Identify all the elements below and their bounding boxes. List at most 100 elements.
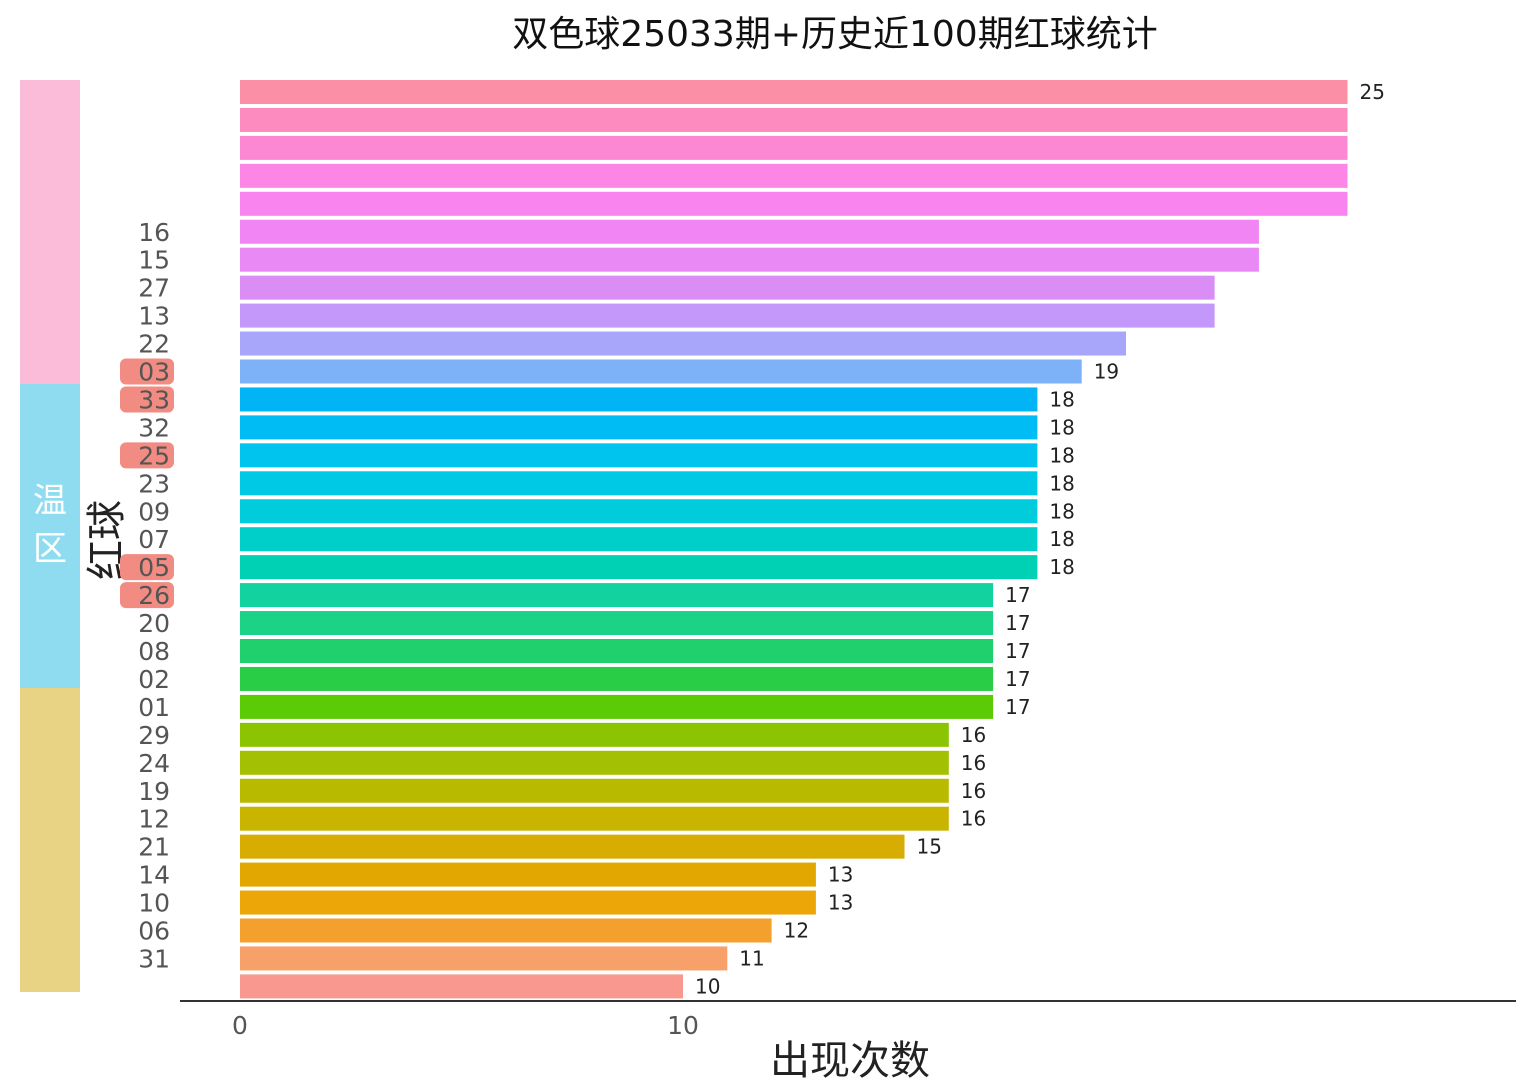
bar: [240, 946, 728, 971]
x-tick-label: 10: [667, 1011, 699, 1040]
bar: [240, 499, 1038, 524]
bar: [240, 107, 1348, 132]
bar: [240, 555, 1038, 580]
bar: [240, 80, 1348, 104]
bar: [240, 890, 816, 915]
data-label: 18: [1049, 471, 1074, 495]
y-tick-label: 03: [138, 358, 170, 387]
y-tick-label: 08: [138, 637, 170, 666]
bar: [240, 611, 994, 636]
y-tick-label: 22: [138, 330, 170, 359]
data-label: 19: [1094, 360, 1119, 384]
data-label: 16: [961, 807, 986, 831]
bar: [240, 415, 1038, 440]
bar: [240, 666, 994, 691]
data-label: 16: [961, 779, 986, 803]
y-tick-label: 27: [138, 274, 170, 303]
y-tick-label: 09: [138, 497, 170, 526]
bar: [240, 303, 1215, 328]
data-label: 10: [695, 974, 720, 998]
data-label: 13: [828, 891, 853, 915]
data-label: 16: [961, 723, 986, 747]
zone-label: 温: [33, 481, 67, 521]
y-tick-label: 16: [138, 218, 170, 247]
data-label: 11: [739, 946, 764, 970]
y-tick-label: 33: [138, 385, 170, 414]
bar: [240, 694, 994, 719]
bar: [240, 387, 1038, 412]
bar: [240, 722, 949, 747]
data-label: 18: [1049, 527, 1074, 551]
bar: [240, 471, 1038, 496]
y-tick-label: 07: [138, 525, 170, 554]
chart-title: 双色球25033期+历史近100期红球统计: [512, 14, 1157, 55]
data-label: 18: [1049, 443, 1074, 467]
bar: [240, 583, 994, 608]
y-tick-label: 06: [138, 917, 170, 946]
y-tick-label: 25: [138, 441, 170, 470]
y-tick-label: 12: [138, 805, 170, 834]
data-label: 17: [1005, 583, 1030, 607]
y-tick-label: 10: [138, 889, 170, 918]
bar: [240, 527, 1038, 552]
y-tick-label: 14: [138, 861, 170, 890]
y-tick-label: 21: [138, 833, 170, 862]
y-tick-label: 29: [138, 721, 170, 750]
y-tick-label: 32: [138, 413, 170, 442]
data-label: 18: [1049, 387, 1074, 411]
y-tick-label: 23: [138, 469, 170, 498]
data-label: 15: [917, 835, 942, 859]
bar-group: [240, 80, 1348, 999]
value-labels: 25 19 18 18 18 18 18 18 18 17 17 17 17 17 16 16 16 16 15 13…: [695, 80, 1385, 998]
data-label: 18: [1049, 555, 1074, 579]
data-label: 17: [1005, 611, 1030, 635]
y-tick-label: 24: [138, 749, 170, 778]
bar: [240, 834, 905, 859]
bar: [240, 806, 949, 831]
bar: [240, 862, 816, 887]
y-tick-label: 31: [138, 944, 170, 973]
zone-band: [20, 80, 80, 384]
y-tick-label: 19: [138, 777, 170, 806]
highlight-box: [120, 358, 174, 385]
x-tick-label: 0: [232, 1011, 248, 1040]
bar: [240, 359, 1082, 384]
x-tick-labels: 0 10: [232, 1011, 699, 1040]
bar: [240, 135, 1348, 160]
data-label: 18: [1049, 499, 1074, 523]
y-tick-label: 13: [138, 302, 170, 331]
data-label: 17: [1005, 695, 1030, 719]
y-tick-label: 02: [138, 665, 170, 694]
y-tick-labels: 1615271322033332252309070526200802012924…: [138, 218, 170, 974]
data-label: 12: [784, 919, 809, 943]
data-label: 18: [1049, 415, 1074, 439]
y-tick-label: 20: [138, 609, 170, 638]
zone-sidebar: 温区: [20, 80, 80, 992]
highlight-box: [120, 386, 174, 413]
y-tick-label: 05: [138, 553, 170, 582]
data-label: 17: [1005, 667, 1030, 691]
bar: [240, 331, 1126, 356]
bar: [240, 191, 1348, 216]
bar: [240, 219, 1259, 244]
bar: [240, 275, 1215, 300]
data-label: 17: [1005, 639, 1030, 663]
bar: [240, 918, 772, 943]
y-tick-label: 01: [138, 693, 170, 722]
zone-band: [20, 384, 80, 688]
bar: [240, 443, 1038, 468]
bar: [240, 750, 949, 775]
highlight-box: [120, 582, 174, 609]
bar: [240, 639, 994, 663]
y-tick-label: 26: [138, 581, 170, 610]
zone-label: 区: [33, 529, 67, 569]
highlight-group: [120, 358, 174, 609]
bar: [240, 778, 949, 803]
highlight-box: [120, 554, 174, 581]
x-axis-label: 出现次数: [770, 1038, 930, 1084]
data-label: 13: [828, 863, 853, 887]
data-label: 25: [1360, 80, 1385, 104]
data-label: 16: [961, 751, 986, 775]
bar: [240, 974, 683, 999]
